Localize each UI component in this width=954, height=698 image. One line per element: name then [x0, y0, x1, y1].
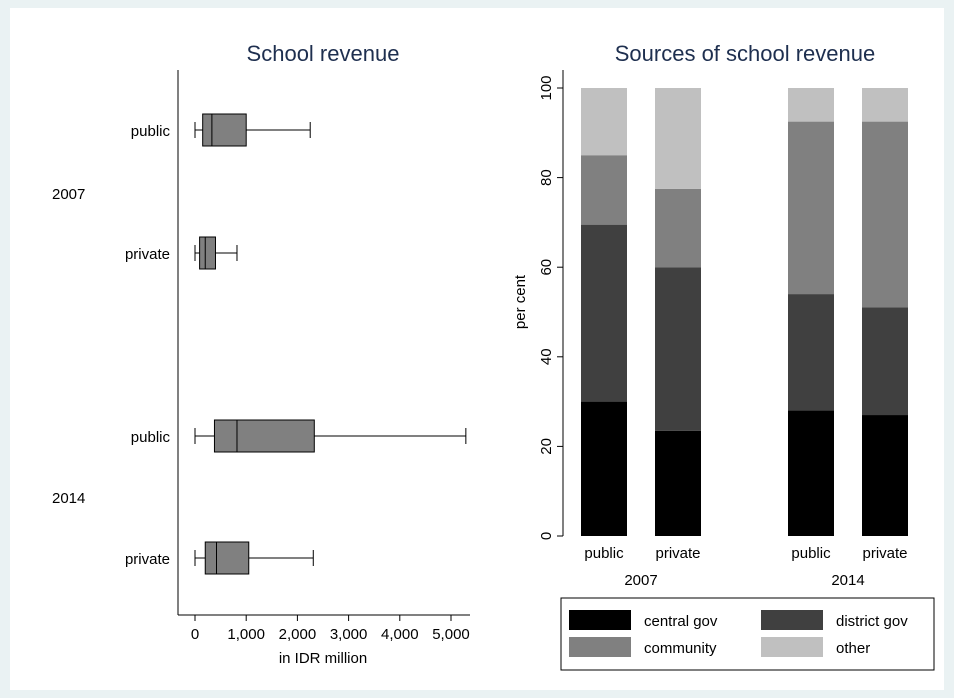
- stacked-bar-category-label: public: [584, 545, 624, 562]
- stacked-bar-category-label: public: [791, 545, 831, 562]
- boxplot-category-label: public: [131, 429, 171, 446]
- bar-segment-central-gov: [788, 410, 834, 536]
- boxplot-axes: 0 1,000 2,000 3,000 4,000 5,000 2007 public priv…: [52, 70, 470, 643]
- boxplot-x-tick-label: 0: [191, 626, 199, 643]
- boxplot-box: [213, 419, 315, 453]
- bar-segment-community: [862, 121, 908, 308]
- bar-segment-central-gov: [862, 415, 908, 536]
- boxplot-category-label: private: [125, 246, 170, 263]
- boxplot-box: [204, 541, 250, 575]
- stacked-bar-group-label: 2014: [831, 572, 864, 589]
- boxplot-title: School revenue: [247, 41, 400, 66]
- stacked-bar-category-label: private: [862, 545, 907, 562]
- legend-swatch-central-gov: [569, 610, 631, 630]
- boxplot-box: [199, 236, 216, 270]
- legend-label: other: [836, 640, 870, 657]
- bar-segment-district-gov: [581, 224, 627, 402]
- bar-segment-central-gov: [581, 401, 627, 536]
- bar-segment-central-gov: [655, 430, 701, 536]
- stacked-bar-y-tick-label: 80: [538, 169, 555, 186]
- stacked-bar-y-tick-label: 20: [538, 438, 555, 455]
- stacked-bar-title: Sources of school revenue: [615, 41, 876, 66]
- bar-segment-other: [581, 88, 627, 156]
- stacked-bar-y-tick-label: 0: [538, 532, 555, 540]
- bar-segment-district-gov: [862, 307, 908, 416]
- stacked-bar-y-tick-label: 40: [538, 348, 555, 365]
- boxplot-x-tick-label: 2,000: [279, 626, 317, 643]
- stacked-bar-y-axis-label: per cent: [512, 274, 529, 329]
- bar-segment-district-gov: [655, 267, 701, 431]
- legend-swatch-other: [761, 637, 823, 657]
- legend-frame: [560, 597, 935, 671]
- legend-swatch-district-gov: [761, 610, 823, 630]
- stacked-bar-panel: Sources of school revenue per cent 0 20 40…: [512, 41, 935, 671]
- boxplot-group-label: 2007: [52, 186, 85, 203]
- stacked-bar-y-tick-label: 60: [538, 259, 555, 276]
- boxplot-box: [202, 113, 247, 147]
- boxplot-x-tick-label: 3,000: [330, 626, 368, 643]
- stacked-bar-y-tick-label: 100: [538, 75, 555, 100]
- boxplot-marks: [194, 113, 467, 575]
- boxplot-category-label: private: [125, 551, 170, 568]
- boxplot-x-tick-label: 5,000: [432, 626, 470, 643]
- legend-label: central gov: [644, 613, 718, 630]
- legend-swatch-community: [569, 637, 631, 657]
- legend-label: district gov: [836, 613, 908, 630]
- bar-segment-community: [788, 121, 834, 295]
- bar-segment-district-gov: [788, 294, 834, 411]
- bar-segment-other: [788, 88, 834, 122]
- bar-segment-other: [655, 88, 701, 189]
- legend-label: community: [644, 640, 717, 657]
- bar-segment-community: [655, 188, 701, 268]
- stacked-bar-marks: [581, 88, 908, 536]
- stacked-bar-group-label: 2007: [624, 572, 657, 589]
- bar-segment-other: [862, 88, 908, 122]
- boxplot-category-label: public: [131, 123, 171, 140]
- boxplot-x-tick-label: 4,000: [381, 626, 419, 643]
- boxplot-x-tick-label: 1,000: [227, 626, 265, 643]
- stacked-bar-category-label: private: [655, 545, 700, 562]
- boxplot-group-label: 2014: [52, 490, 85, 507]
- boxplot-x-axis-label: in IDR million: [279, 650, 367, 667]
- boxplot-panel: School revenue 0 1,000 2,000 3,000 4,000 5,00…: [52, 41, 470, 667]
- legend: central gov district gov community other: [560, 597, 935, 671]
- bar-segment-community: [581, 155, 627, 225]
